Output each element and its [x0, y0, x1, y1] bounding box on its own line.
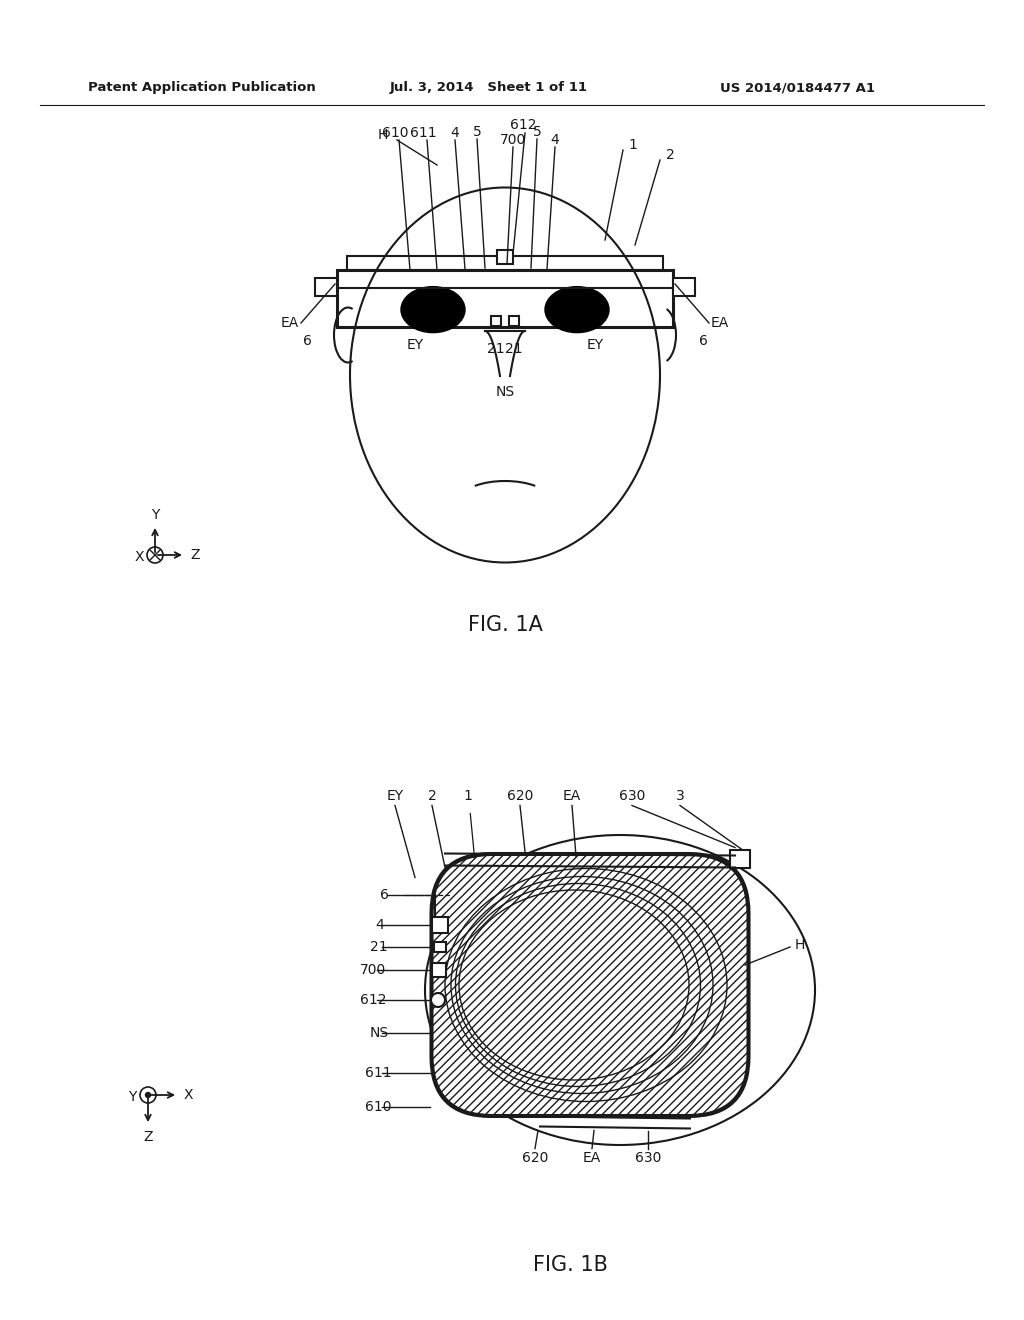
Text: 630: 630: [618, 788, 645, 803]
Text: X: X: [183, 1088, 193, 1102]
Text: FIG. 1B: FIG. 1B: [532, 1255, 607, 1275]
Text: Z: Z: [143, 1130, 153, 1144]
Text: 5: 5: [532, 125, 542, 139]
Text: Patent Application Publication: Patent Application Publication: [88, 82, 315, 95]
Text: EA: EA: [281, 315, 299, 330]
Text: 700: 700: [500, 133, 526, 147]
Text: EY: EY: [407, 338, 424, 352]
Text: 612: 612: [510, 117, 537, 132]
Text: NS: NS: [496, 385, 515, 399]
Text: EY: EY: [587, 338, 603, 352]
Bar: [315, 279, 337, 296]
Text: EA: EA: [583, 1151, 601, 1166]
Text: 2: 2: [666, 148, 675, 162]
Bar: [497, 249, 513, 264]
Text: 5: 5: [473, 125, 481, 139]
Bar: [432, 917, 449, 933]
Text: 4: 4: [451, 125, 460, 140]
Text: EA: EA: [711, 315, 729, 330]
Text: Z: Z: [190, 548, 200, 562]
Circle shape: [431, 993, 445, 1007]
Text: 6: 6: [302, 334, 311, 348]
Text: 611: 611: [410, 125, 436, 140]
Bar: [337, 271, 673, 327]
Text: EY: EY: [386, 788, 403, 803]
Text: 700: 700: [360, 964, 386, 977]
Text: 1: 1: [629, 139, 637, 152]
Text: Y: Y: [151, 508, 159, 521]
Text: H: H: [795, 939, 805, 952]
Text: 610: 610: [365, 1100, 391, 1114]
Text: Y: Y: [128, 1090, 136, 1104]
Bar: [490, 315, 501, 326]
Text: 6: 6: [380, 888, 389, 902]
Text: 4: 4: [375, 917, 384, 932]
Bar: [432, 964, 446, 977]
Bar: [673, 279, 695, 296]
Text: NS: NS: [370, 1026, 389, 1040]
Text: FIG. 1A: FIG. 1A: [468, 615, 543, 635]
Ellipse shape: [545, 286, 609, 333]
Bar: [347, 256, 663, 271]
Text: 620: 620: [522, 1151, 548, 1166]
Circle shape: [145, 1093, 151, 1097]
Text: 1: 1: [464, 788, 472, 803]
Text: 3: 3: [676, 788, 684, 803]
Text: 21: 21: [487, 342, 505, 356]
Ellipse shape: [401, 286, 465, 333]
Text: 21: 21: [370, 940, 388, 954]
Text: 6: 6: [698, 334, 708, 348]
Text: H: H: [378, 128, 388, 143]
Text: 612: 612: [360, 993, 386, 1007]
Text: 21: 21: [505, 342, 523, 356]
Bar: [730, 850, 750, 867]
Bar: [434, 942, 446, 952]
Text: US 2014/0184477 A1: US 2014/0184477 A1: [720, 82, 874, 95]
Text: 620: 620: [507, 788, 534, 803]
Bar: [509, 315, 519, 326]
Text: 630: 630: [635, 1151, 662, 1166]
Text: EA: EA: [563, 788, 582, 803]
Text: Jul. 3, 2014   Sheet 1 of 11: Jul. 3, 2014 Sheet 1 of 11: [390, 82, 588, 95]
Text: 610: 610: [382, 125, 409, 140]
Text: X: X: [134, 550, 143, 564]
Text: 611: 611: [365, 1067, 391, 1080]
Text: 2: 2: [428, 788, 436, 803]
FancyBboxPatch shape: [432, 854, 748, 1115]
Text: 4: 4: [551, 133, 559, 147]
